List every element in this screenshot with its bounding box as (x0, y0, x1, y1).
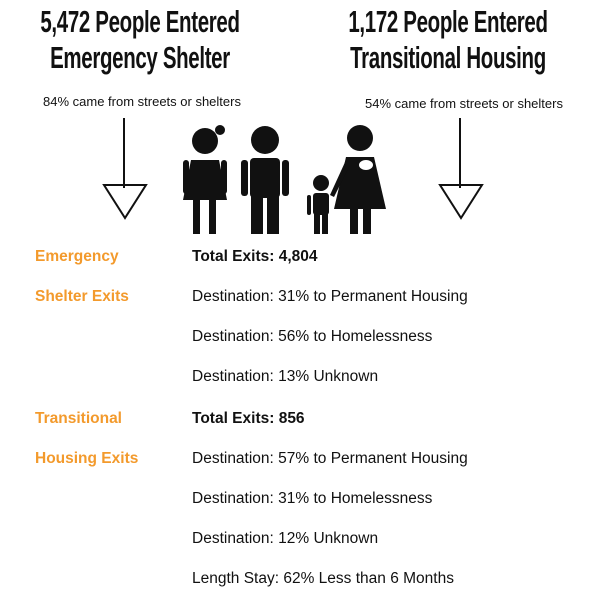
note: 54% came from streets or shelters (365, 96, 563, 111)
heading-line: 5,472 People Entered (40, 4, 240, 39)
heading: 5,472 People Entered Emergency Shelter (40, 4, 240, 76)
exit-row: Total Exits: 856 (192, 410, 305, 427)
note: 84% came from streets or shelters (43, 94, 241, 109)
section-label: Emergency (35, 248, 119, 265)
arrows (102, 118, 484, 220)
exit-row: Destination: 57% to Permanent Housing (192, 450, 468, 467)
exit-row: Destination: 31% to Homelessness (192, 490, 433, 507)
section-label: Shelter Exits (35, 288, 129, 305)
exit-row: Total Exits: 4,804 (192, 248, 318, 265)
exit-row: Destination: 12% Unknown (192, 530, 379, 547)
heading-line: 1,172 People Entered (348, 4, 548, 39)
section-label: Housing Exits (35, 450, 139, 467)
heading: 1,172 People Entered Transitional Housing (348, 4, 548, 76)
exit-row: Destination: 13% Unknown (192, 368, 379, 385)
exit-row: Length Stay: 62% Less than 6 Months (192, 570, 454, 587)
section-label: Transitional (35, 410, 122, 427)
exit-row: Destination: 31% to Permanent Housing (192, 288, 468, 305)
heading-line: Transitional Housing (350, 40, 546, 75)
people (183, 125, 386, 234)
heading-line: Emergency Shelter (50, 40, 230, 75)
exit-row: Destination: 56% to Homelessness (192, 328, 433, 345)
